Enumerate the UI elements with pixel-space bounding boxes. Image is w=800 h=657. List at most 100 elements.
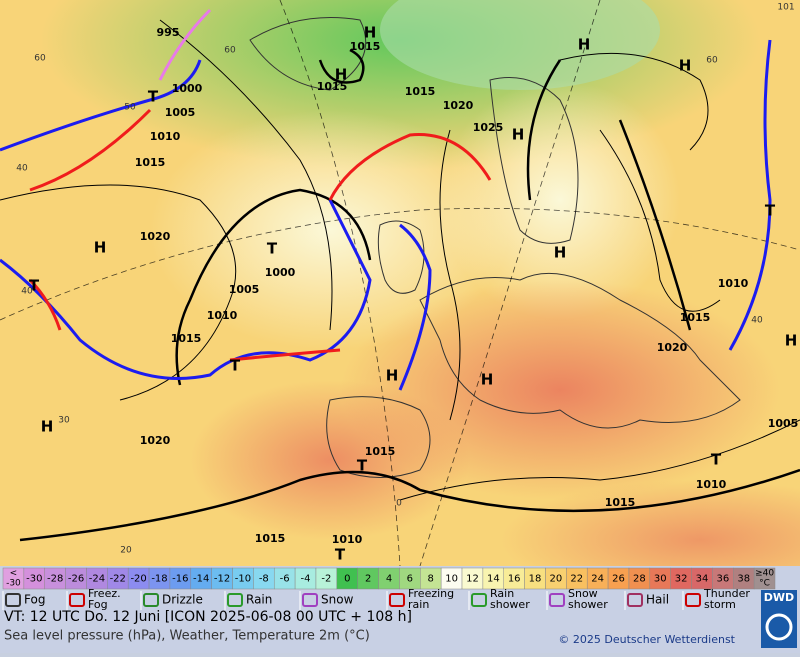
high-marker: H — [578, 36, 591, 54]
weather-icon — [389, 593, 405, 607]
logo-swirl — [765, 613, 793, 641]
scale-label: -18 — [151, 574, 167, 585]
high-marker: H — [512, 126, 525, 144]
pressure-label: 1015 — [680, 311, 711, 324]
pressure-label: 1020 — [140, 230, 171, 243]
scale-label: 34 — [696, 574, 709, 585]
pressure-label: 1005 — [768, 417, 799, 430]
isotherm-label: 40 — [751, 316, 763, 326]
scale-label: -26 — [68, 574, 84, 585]
weather-icon — [5, 593, 21, 607]
weather-icon — [143, 593, 159, 607]
weather-icon — [685, 593, 701, 607]
scale-label: 14 — [487, 574, 500, 585]
pressure-label: 1015 — [605, 496, 636, 509]
pressure-label: 1020 — [140, 434, 171, 447]
pressure-label: 1005 — [165, 106, 196, 119]
scale-label: 16 — [508, 574, 521, 585]
isotherm-label: 60 — [706, 56, 718, 66]
pressure-label: 995 — [157, 26, 180, 39]
low-marker: T — [335, 546, 346, 564]
pressure-label: 1010 — [696, 478, 727, 491]
low-marker: T — [267, 240, 278, 258]
scale-label: -8 — [259, 574, 269, 585]
isotherm-label: 40 — [21, 287, 33, 297]
high-marker: H — [364, 24, 377, 42]
low-marker: T — [148, 88, 159, 106]
weather-label: Thunder — [703, 587, 750, 600]
weather-icon — [549, 593, 565, 607]
scale-label: -20 — [130, 574, 146, 585]
pressure-label: 1015 — [171, 332, 202, 345]
legend: <-30 -30 -28 -26 -24 -22 -20 -18 -16 -14 -12 -10 -8-… — [0, 566, 800, 653]
scale-label: < — [10, 569, 18, 579]
low-marker: T — [765, 202, 776, 220]
scale-label: 20 — [550, 574, 563, 585]
isotherm-label: 60 — [224, 46, 236, 56]
weather-label: Rain — [490, 587, 514, 600]
scale-label: -24 — [89, 574, 105, 585]
isotherm-label: 0 — [396, 499, 402, 509]
pressure-label: 1025 — [473, 121, 504, 134]
scale-label: -4 — [301, 574, 311, 585]
scale-label: °C — [759, 579, 770, 589]
weather-label: rain — [408, 598, 429, 611]
scale-label: -22 — [110, 574, 126, 585]
weather-label: Freezing — [408, 587, 454, 600]
weather-icon — [471, 593, 487, 607]
pressure-label: 1015 — [317, 80, 348, 93]
high-marker: H — [679, 57, 692, 75]
scale-label: 38 — [737, 574, 750, 585]
pressure-label: 1015 — [365, 445, 396, 458]
weather-label: Rain — [246, 593, 272, 607]
pressure-label: 1020 — [443, 99, 474, 112]
pressure-label: 1005 — [229, 283, 260, 296]
isotherm-label: 50 — [124, 103, 136, 113]
weather-label: Fog — [24, 593, 45, 607]
pressure-label: 1015 — [255, 532, 286, 545]
scale-label: -28 — [47, 574, 63, 585]
scale-label: -2 — [321, 574, 331, 585]
weather-label: Snow — [568, 587, 598, 600]
pressure-label: 1000 — [265, 266, 296, 279]
scale-label: 4 — [386, 574, 392, 585]
scale-label: ≥40 — [755, 569, 774, 579]
scale-label: -12 — [214, 574, 230, 585]
scale-label: 12 — [466, 574, 479, 585]
pressure-label: 1010 — [150, 130, 181, 143]
low-marker: T — [29, 277, 40, 295]
pressure-label: 1000 — [172, 82, 203, 95]
low-marker: T — [357, 457, 368, 475]
scale-label: 6 — [407, 574, 413, 585]
high-marker: H — [481, 371, 494, 389]
scale-label: 32 — [675, 574, 688, 585]
weather-label: Freez. — [88, 587, 121, 600]
scale-label: -6 — [280, 574, 290, 585]
isotherm-label: 60 — [34, 54, 46, 64]
scale-label: 18 — [529, 574, 542, 585]
scale-label: 0 — [344, 574, 350, 585]
scale-label: -30 — [6, 579, 21, 589]
scale-label: 24 — [591, 574, 604, 585]
high-marker: H — [554, 244, 567, 262]
isotherm-label: 40 — [16, 164, 28, 174]
isotherm-label: 101 — [777, 3, 794, 13]
pressure-label: 1015 — [135, 156, 166, 169]
scale-cell — [753, 567, 776, 590]
pressure-label: 1015 — [350, 40, 381, 53]
scale-label: -14 — [193, 574, 209, 585]
copyright: © 2025 Deutscher Wetterdienst — [558, 633, 735, 646]
isotherm-label: 20 — [120, 546, 132, 556]
pressure-label: 1010 — [207, 309, 238, 322]
weather-label: shower — [490, 598, 530, 611]
pressure-label: 1010 — [332, 533, 363, 546]
scale-label: 36 — [716, 574, 729, 585]
weather-icon — [627, 593, 643, 607]
high-marker: H — [386, 367, 399, 385]
scale-label: 26 — [612, 574, 625, 585]
isotherm-label: 30 — [58, 416, 70, 426]
scale-label: -10 — [235, 574, 251, 585]
valid-time: VT: 12 UTC Do. 12 Juni [ICON 2025-06-08 … — [4, 609, 412, 625]
weather-label: shower — [568, 598, 608, 611]
